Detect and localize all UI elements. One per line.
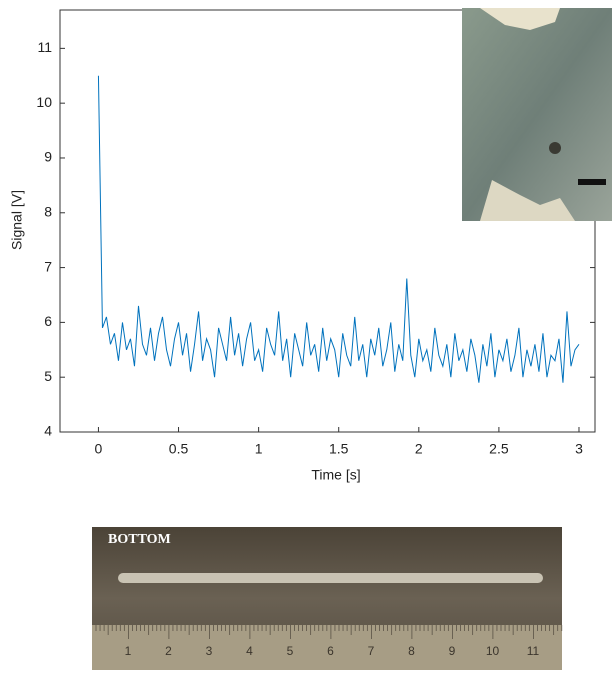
y-tick-label: 5	[44, 368, 52, 384]
signal-line	[97, 75, 580, 383]
pit	[549, 142, 561, 154]
edge	[480, 8, 560, 30]
y-tick-label: 9	[44, 149, 52, 165]
x-tick-label: 0.5	[169, 441, 189, 457]
micrograph	[462, 8, 612, 221]
ruler-number: 8	[408, 644, 415, 658]
x-tick-label: 2.5	[489, 441, 509, 457]
plot-area: 0 0.5 1 1.5 2 2.5 3 4 5 6 7 8 9 10 11	[36, 9, 596, 457]
y-tick-label: 7	[44, 258, 52, 274]
ruler-number: 7	[368, 644, 375, 658]
y-axis-label: Signal [V]	[9, 190, 25, 250]
bottom-photo: BOTTOM 1 2 3 4 5 6 7 8 9 10 11	[92, 527, 563, 670]
x-tick-label: 2	[415, 441, 423, 457]
x-tick-label: 0	[95, 441, 103, 457]
ruler-number: 6	[327, 644, 334, 658]
y-tick-label: 4	[44, 423, 52, 439]
x-tick-label: 3	[575, 441, 583, 457]
ruler-number: 11	[527, 644, 540, 658]
ruler-number: 2	[165, 644, 172, 658]
x-axis-label: Time [s]	[311, 467, 360, 483]
photo-label: BOTTOM	[108, 532, 171, 547]
y-tick-label: 10	[36, 94, 52, 110]
ruler-number: 9	[449, 644, 456, 658]
ruler-number: 3	[206, 644, 213, 658]
edge	[480, 180, 575, 221]
inset-photo	[462, 8, 612, 221]
y-tick-label: 6	[44, 313, 52, 329]
y-tick-label: 8	[44, 203, 52, 219]
ruler	[92, 625, 562, 670]
ruler-number: 1	[125, 644, 132, 658]
ruler-number: 4	[246, 644, 253, 658]
scale-bar	[578, 179, 606, 185]
ruler-number: 5	[287, 644, 294, 658]
y-tick-label: 11	[37, 39, 52, 55]
ruler-number: 10	[486, 644, 500, 658]
weld	[118, 573, 543, 583]
x-tick-label: 1.5	[329, 441, 349, 457]
x-tick-label: 1	[255, 441, 263, 457]
